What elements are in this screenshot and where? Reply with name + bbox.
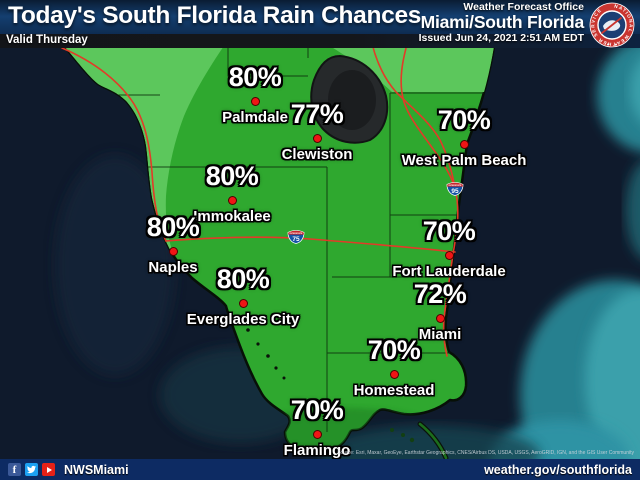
office-region: Miami/South Florida <box>420 12 585 33</box>
issued-timestamp: Issued Jun 24, 2021 2:51 AM EDT <box>418 32 584 45</box>
office-block: Weather Forecast Office Miami/South Flor… <box>418 1 585 45</box>
county-lines <box>96 34 486 432</box>
light-green-region-west <box>52 34 232 256</box>
interstate-95-shield: INTERSTATE 95 <box>446 182 464 196</box>
ten-thousand-islands <box>236 316 286 380</box>
highways <box>61 33 459 357</box>
youtube-icon <box>42 463 55 476</box>
nws-logo-icon: NATIONAL WEATHER SERVICE <box>589 2 635 48</box>
facebook-icon: f <box>8 463 21 476</box>
svg-text:95: 95 <box>451 188 459 195</box>
interstate-75-shield: INTERSTATE 75 <box>287 230 305 244</box>
svg-text:INTERSTATE: INTERSTATE <box>290 232 303 235</box>
map-attribution: Source: Esri, Maxar, GeoEye, Earthstar G… <box>337 450 634 456</box>
valid-label: Valid Thursday <box>6 34 88 46</box>
page-title: Today's South Florida Rain Chances <box>8 2 422 29</box>
social-icons: f NWSMiami <box>8 463 129 477</box>
footer-url: weather.gov/southflorida <box>484 462 632 477</box>
office-name: Weather Forecast Office <box>463 1 584 13</box>
header-band: Today's South Florida Rain Chances <box>0 0 640 34</box>
svg-text:INTERSTATE: INTERSTATE <box>449 184 462 187</box>
svg-text:75: 75 <box>292 236 300 243</box>
social-handle: NWSMiami <box>64 462 129 477</box>
lake-okeechobee-shadow <box>328 70 376 130</box>
valid-band: Valid Thursday <box>0 34 640 48</box>
footer-bar: f NWSMiami weather.gov/southflorida <box>0 459 640 480</box>
twitter-icon <box>25 463 38 476</box>
